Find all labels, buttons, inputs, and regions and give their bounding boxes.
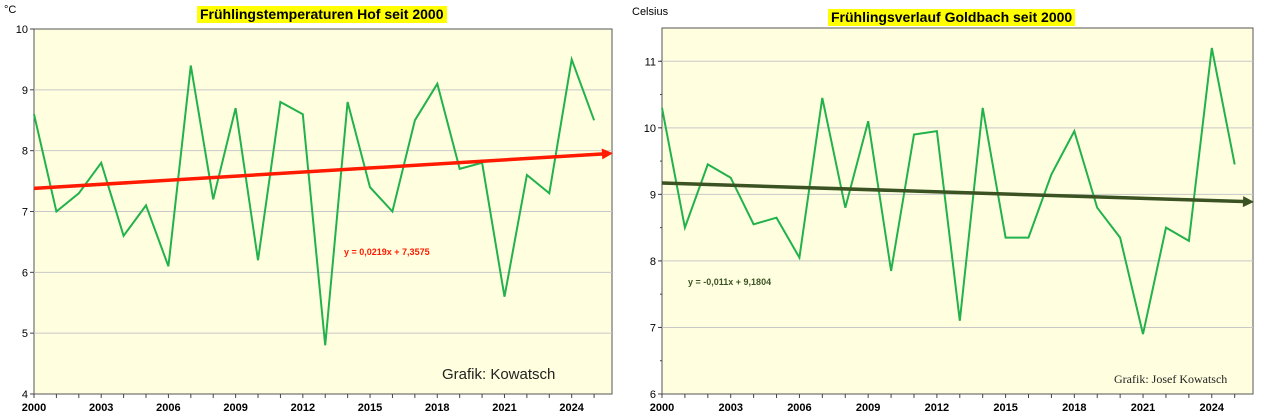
trendline-arrowhead <box>601 148 613 160</box>
trendline <box>33 151 607 191</box>
chart-left: °C Frühlingstemperaturen Hof seit 2000 4… <box>0 0 632 420</box>
x-tick-label: 2015 <box>993 402 1017 414</box>
x-tick-label: 2006 <box>787 402 811 414</box>
x-tick-label: 2021 <box>1131 402 1155 414</box>
x-tick-label: 2009 <box>223 402 247 414</box>
chart-credit: Grafik: Josef Kowatsch <box>1114 372 1228 386</box>
trendline <box>661 181 1248 204</box>
series-line <box>661 47 1236 335</box>
x-tick-label: 2000 <box>650 402 674 414</box>
x-tick-label: 2015 <box>358 402 382 414</box>
x-tick-label: 2003 <box>89 402 113 414</box>
y-tick-label: 7 <box>22 207 28 219</box>
y-tick-label: 11 <box>645 56 656 68</box>
x-tick-label: 2021 <box>492 402 516 414</box>
y-tick-label: 7 <box>650 322 656 334</box>
chart-credit: Grafik: Kowatsch <box>442 366 556 383</box>
y-tick-label: 8 <box>22 146 28 158</box>
y-tick-label: 9 <box>22 85 28 97</box>
y-tick-label: 6 <box>22 267 28 279</box>
x-tick-label: 2024 <box>559 402 584 414</box>
x-tick-label: 2006 <box>156 402 180 414</box>
y-tick-label: 6 <box>650 389 656 401</box>
x-tick-label: 2018 <box>1062 402 1086 414</box>
y-axis-label: Celsius <box>632 6 669 18</box>
y-tick-label: 5 <box>22 328 28 340</box>
trendline-equation: y = 0,0219x + 7,3575 <box>344 247 430 257</box>
chart-right: Celsius Frühlingsverlauf Goldbach seit 2… <box>632 0 1269 420</box>
x-tick-label: 2024 <box>1200 402 1225 414</box>
chart-plot: 6 7 8 9 10 11 2000 2003 2006 2009 2012 2015 2018 2021… <box>644 27 1254 414</box>
y-tick-label: 9 <box>650 189 656 201</box>
y-tick-label: 8 <box>650 256 656 268</box>
y-tick-label: 10 <box>644 123 656 135</box>
x-tick-label: 2012 <box>291 402 315 414</box>
trendline-arrowhead <box>1242 196 1254 208</box>
chart-title: Frühlingstemperaturen Hof seit 2000 <box>197 6 447 23</box>
x-tick-label: 2009 <box>856 402 880 414</box>
chart-title: Frühlingsverlauf Goldbach seit 2000 <box>828 9 1076 26</box>
y-tick-label: 10 <box>16 24 28 36</box>
trendline-equation: y = -0,011x + 9,1804 <box>688 277 772 287</box>
x-tick-label: 2003 <box>718 402 742 414</box>
x-tick-label: 2012 <box>925 402 949 414</box>
x-tick-label: 2018 <box>425 402 449 414</box>
y-axis-label: °C <box>4 4 17 16</box>
x-tick-label: 2000 <box>22 402 46 414</box>
plot-area <box>661 27 1254 395</box>
chart-plot: 4 5 6 7 8 9 10 2000 2003 2006 2009 2012 2015 2018 2021… <box>16 24 613 414</box>
y-tick-label: 4 <box>22 389 28 401</box>
series-line <box>33 55 596 346</box>
